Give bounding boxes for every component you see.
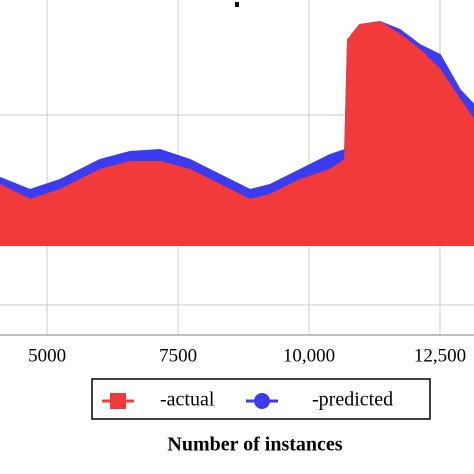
area — [0, 20, 474, 246]
x-tick-label: 12,500 — [414, 345, 466, 366]
x-tick-label: 7500 — [159, 345, 197, 366]
x-axis-title: Number of instances — [167, 434, 342, 456]
legend-marker — [110, 393, 126, 409]
legend-items: -actual -predicted — [102, 389, 393, 411]
legend-marker — [254, 393, 270, 409]
legend-label: -predicted — [312, 389, 393, 411]
x-tick-label: 5000 — [28, 345, 66, 366]
title-fragment — [235, 2, 239, 7]
legend-label: -actual — [160, 389, 215, 411]
areas — [0, 20, 474, 246]
x-tick-label: 10,000 — [283, 345, 335, 366]
x-ticks: 5000 7500 10,000 12,500 — [28, 345, 466, 366]
